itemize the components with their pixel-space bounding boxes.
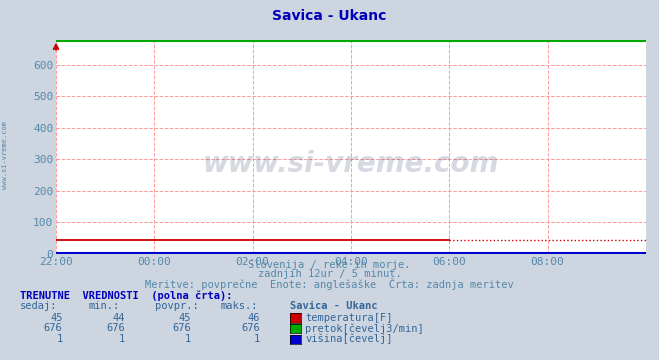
Text: pretok[čevelj3/min]: pretok[čevelj3/min] — [305, 323, 424, 334]
Text: 45: 45 — [179, 312, 191, 323]
Text: 1: 1 — [57, 334, 63, 344]
Text: 44: 44 — [113, 312, 125, 323]
Text: 676: 676 — [173, 323, 191, 333]
Text: Slovenija / reke in morje.: Slovenija / reke in morje. — [248, 260, 411, 270]
Text: min.:: min.: — [89, 301, 120, 311]
Text: povpr.:: povpr.: — [155, 301, 198, 311]
Text: 1: 1 — [119, 334, 125, 344]
Text: 46: 46 — [248, 312, 260, 323]
Text: Meritve: povprečne  Enote: anglešaške  Črta: zadnja meritev: Meritve: povprečne Enote: anglešaške Črt… — [145, 278, 514, 290]
Text: 676: 676 — [44, 323, 63, 333]
Text: Savica - Ukanc: Savica - Ukanc — [290, 301, 378, 311]
Text: višina[čevelj]: višina[čevelj] — [305, 334, 393, 345]
Text: sedaj:: sedaj: — [20, 301, 57, 311]
Text: zadnjih 12ur / 5 minut.: zadnjih 12ur / 5 minut. — [258, 269, 401, 279]
Text: TRENUTNE  VREDNOSTI  (polna črta):: TRENUTNE VREDNOSTI (polna črta): — [20, 291, 232, 301]
Text: 1: 1 — [254, 334, 260, 344]
Text: 676: 676 — [107, 323, 125, 333]
Text: temperatura[F]: temperatura[F] — [305, 312, 393, 323]
Text: 676: 676 — [242, 323, 260, 333]
Text: 45: 45 — [50, 312, 63, 323]
Text: 1: 1 — [185, 334, 191, 344]
Text: www.si-vreme.com: www.si-vreme.com — [203, 150, 499, 178]
Text: maks.:: maks.: — [221, 301, 258, 311]
Text: www.si-vreme.com: www.si-vreme.com — [2, 121, 9, 189]
Text: Savica - Ukanc: Savica - Ukanc — [272, 9, 387, 23]
